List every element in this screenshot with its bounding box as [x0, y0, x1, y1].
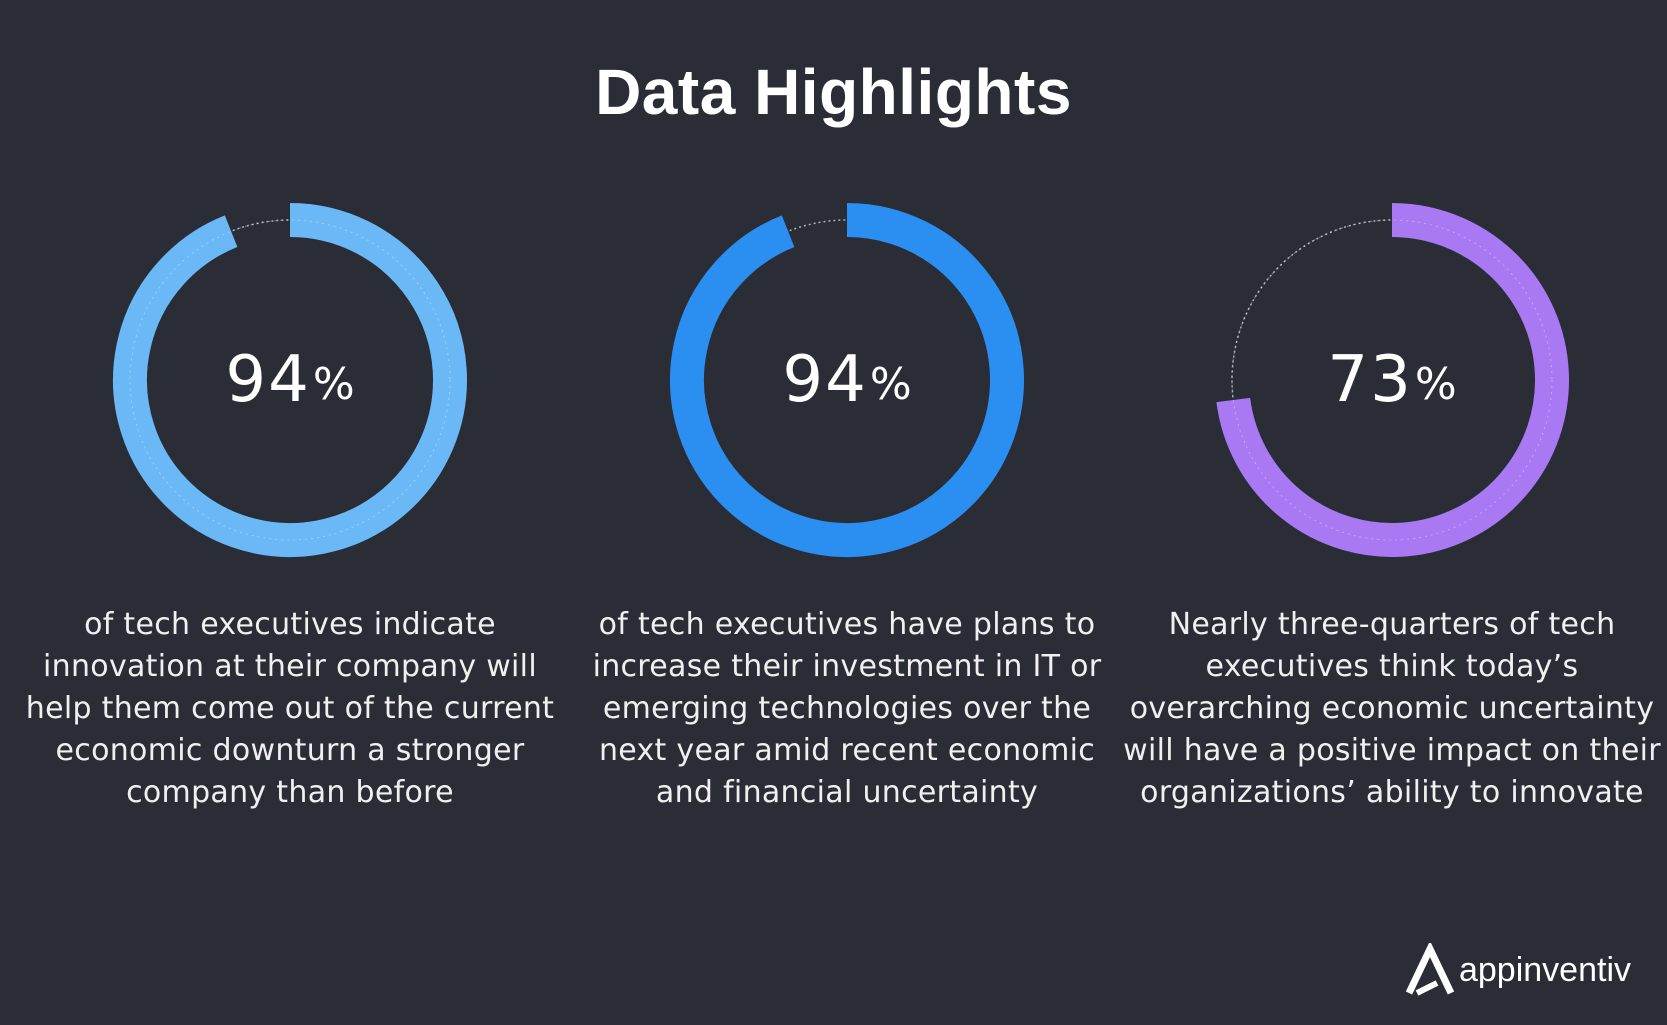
logo-text: appinventiv [1458, 950, 1631, 989]
stat-description-3: Nearly three-quarters of tech executives… [1123, 607, 1661, 810]
appinventiv-logo-icon [1405, 943, 1455, 996]
stat-card-1: 94% of tech executives indicate innovati… [10, 190, 570, 814]
percent-label-1: 94% [225, 343, 355, 417]
donut-chart-2 [670, 203, 1024, 557]
ring-arc-3 [1216, 203, 1569, 557]
percent-label-2: 94% [782, 343, 912, 417]
stat-description-1: of tech executives indicate innovation a… [25, 607, 555, 810]
donut-ring-2: 94% [657, 190, 1037, 570]
percent-label-3: 73% [1327, 343, 1457, 417]
brand-logo: appinventiv [1403, 943, 1631, 997]
ring-inner-dots-1 [129, 219, 451, 541]
ring-inner-dots-3 [1231, 219, 1553, 541]
stat-card-3: 73% Nearly three-quarters of tech execut… [1112, 190, 1667, 814]
donut-chart-1 [113, 203, 467, 557]
page-title: Data Highlights [595, 56, 1072, 128]
ring-arc-1 [113, 203, 467, 557]
donut-ring-3: 73% [1202, 190, 1582, 570]
stat-description-2: of tech executives have plans to increas… [592, 607, 1102, 810]
donut-chart-3 [1216, 203, 1569, 557]
ring-arc-2 [670, 203, 1024, 557]
stat-card-2: 94% of tech executives have plans to inc… [567, 190, 1127, 814]
donut-ring-1: 94% [100, 190, 480, 570]
